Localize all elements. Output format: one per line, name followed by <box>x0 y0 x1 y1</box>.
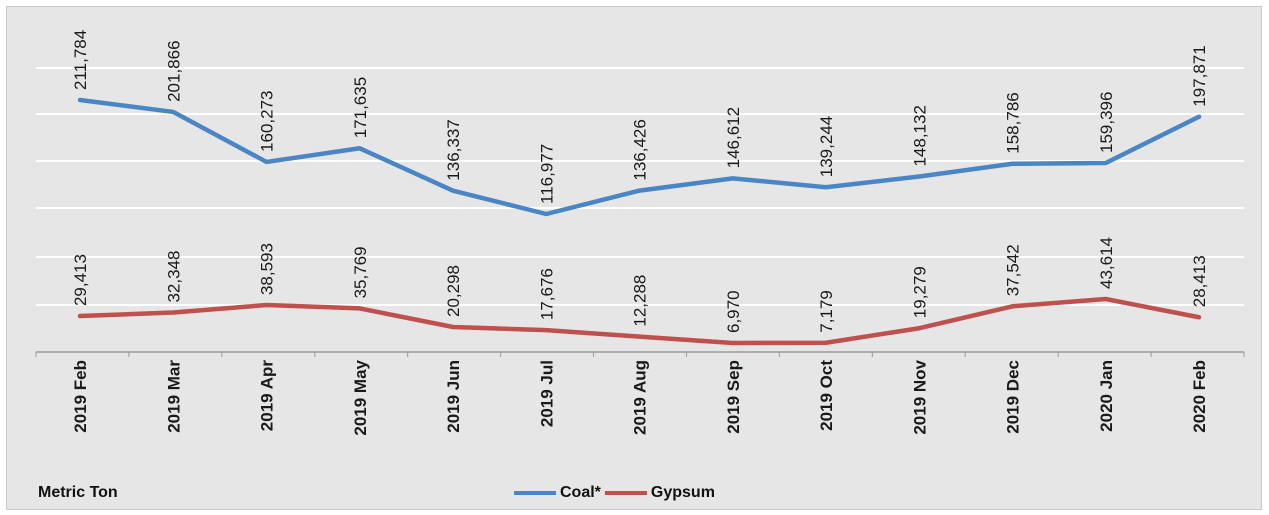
x-tick-label: 2019 Jun <box>444 360 463 433</box>
coal-data-label: 197,871 <box>1190 45 1209 106</box>
data-labels: 211,784 201,866 160,273 171,635 136,337 116,9… <box>71 30 1209 333</box>
x-tick-label: 2019 Aug <box>631 360 650 435</box>
x-tick-label: 2020 Feb <box>1190 360 1209 433</box>
coal-data-label: 148,132 <box>910 105 929 166</box>
coal-data-label: 201,866 <box>164 40 183 101</box>
series-lines <box>77 97 1202 346</box>
gypsum-line <box>77 296 1202 346</box>
coal-data-label: 159,396 <box>1097 92 1116 153</box>
coal-data-label: 136,337 <box>444 119 463 180</box>
gypsum-data-label: 35,769 <box>351 246 370 298</box>
gypsum-data-label: 19,279 <box>910 266 929 318</box>
coal-data-label: 116,977 <box>537 144 556 204</box>
coal-line <box>77 97 1202 217</box>
x-tick-label: 2019 May <box>351 359 370 435</box>
x-tick-label: 2019 Sep <box>724 360 743 434</box>
gypsum-data-label: 37,542 <box>1004 244 1023 296</box>
legend-item-gypsum: Gypsum <box>604 484 715 502</box>
x-tick-label: 2019 Mar <box>164 360 183 433</box>
gypsum-data-label: 28,413 <box>1190 255 1209 307</box>
gypsum-data-label: 29,413 <box>71 254 90 306</box>
legend-swatch-gypsum <box>604 491 647 495</box>
x-tick-label: 2019 Apr <box>258 360 277 432</box>
x-tick-label: 2020 Jan <box>1097 360 1116 432</box>
legend: Coal* Gypsum <box>514 484 715 502</box>
legend-swatch-coal <box>514 491 556 495</box>
gridlines <box>36 67 1244 306</box>
x-tick-label: 2019 Oct <box>817 360 836 431</box>
legend-label-coal: Coal* <box>560 484 601 501</box>
coal-data-label: 146,612 <box>724 107 743 168</box>
gypsum-data-label: 43,614 <box>1097 237 1116 289</box>
x-tick-label: 2019 Jul <box>537 360 556 427</box>
gypsum-data-label: 17,676 <box>537 268 556 320</box>
y-unit-label: Metric Ton <box>38 484 118 501</box>
gypsum-data-label: 32,348 <box>164 251 183 303</box>
x-tick-label: 2019 Dec <box>1004 360 1023 434</box>
x-tick-label: 2019 Nov <box>910 359 929 434</box>
coal-data-label: 171,635 <box>351 77 370 138</box>
gypsum-data-label: 12,288 <box>631 275 650 327</box>
coal-data-label: 160,273 <box>258 90 277 151</box>
x-axis: 2019 Feb 2019 Mar 2019 Apr 2019 May 2019 Jun… <box>35 351 1245 436</box>
coal-data-label: 211,784 <box>71 30 90 90</box>
coal-data-label: 158,786 <box>1004 92 1023 153</box>
legend-label-gypsum: Gypsum <box>650 484 715 501</box>
coal-data-label: 136,426 <box>631 119 650 180</box>
gypsum-data-label: 20,298 <box>444 265 463 317</box>
coal-data-label: 139,244 <box>817 116 836 177</box>
gypsum-data-label: 6,970 <box>724 290 743 333</box>
gypsum-data-label: 7,179 <box>817 290 836 333</box>
gypsum-data-label: 38,593 <box>258 243 277 295</box>
legend-item-coal: Coal* <box>514 484 601 502</box>
x-tick-label: 2019 Feb <box>71 360 90 433</box>
